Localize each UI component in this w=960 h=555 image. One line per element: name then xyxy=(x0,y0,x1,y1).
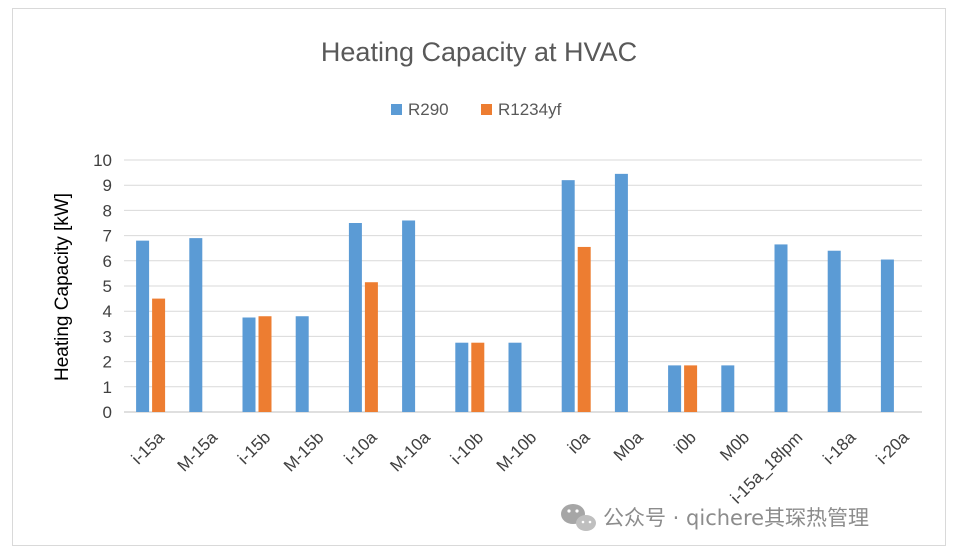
y-tick-label: 9 xyxy=(103,176,112,195)
y-tick-label: 10 xyxy=(93,151,112,170)
x-category-label: M-15a xyxy=(174,427,222,475)
bar-r290-m-10a xyxy=(402,220,416,412)
x-category-label: i0b xyxy=(670,428,699,457)
bar-r290-i-10a xyxy=(348,223,362,412)
wechat-icon xyxy=(561,504,596,531)
legend-label-r290: R290 xyxy=(408,100,449,119)
y-tick-label: 3 xyxy=(103,327,112,346)
x-category-label: i-20a xyxy=(873,428,914,469)
bar-r290-m-15b xyxy=(295,316,309,412)
y-axis-label: Heating Capacity [kW] xyxy=(52,193,73,381)
bar-r290-m0b xyxy=(721,365,735,412)
legend-swatch-r290 xyxy=(391,104,402,115)
x-category-label: M0a xyxy=(610,427,647,464)
x-category-label: M-10a xyxy=(386,427,434,475)
y-axis-ticks: 0 1 2 3 4 5 6 7 8 9 10 xyxy=(93,151,112,422)
bar-r290-i-15a_18lpm xyxy=(774,244,788,412)
y-tick-label: 1 xyxy=(103,378,112,397)
bar-r290-m-15a xyxy=(189,238,203,412)
legend-swatch-r1234yf xyxy=(481,104,492,115)
bar-r1234yf-i-15b xyxy=(258,316,272,412)
watermark: 公众号 · qichere其琛热管理 xyxy=(561,504,869,531)
bar-r1234yf-i-10a xyxy=(364,282,378,412)
bar-r1234yf-i-10b xyxy=(471,342,485,412)
bars xyxy=(136,173,894,412)
bar-r290-i0b xyxy=(668,365,682,412)
chart-frame xyxy=(12,8,946,546)
y-tick-label: 0 xyxy=(103,403,112,422)
bar-r290-m0a xyxy=(614,173,628,412)
y-tick-label: 4 xyxy=(103,302,112,321)
x-category-label: i-15b xyxy=(234,428,274,468)
bar-r290-m-10b xyxy=(508,342,522,412)
x-axis-categories: i-15a M-15a i-15b M-15b i-10a M-10a i-10b M-10b… xyxy=(128,427,913,507)
legend: R290 R1234yf xyxy=(391,100,562,119)
x-category-label: M-15b xyxy=(280,428,328,476)
legend-label-r1234yf: R1234yf xyxy=(498,100,562,119)
bar-r290-i-15a xyxy=(136,240,150,412)
x-category-label: i-15a xyxy=(128,428,169,469)
bar-r1234yf-i-15a xyxy=(152,298,166,412)
y-tick-label: 6 xyxy=(103,252,112,271)
bar-r290-i-15b xyxy=(242,317,256,412)
bar-r1234yf-i0a xyxy=(577,246,591,412)
chart-title: Heating Capacity at HVAC xyxy=(321,37,637,67)
bar-r290-i-10b xyxy=(455,342,469,412)
y-tick-label: 8 xyxy=(103,201,112,220)
y-tick-label: 7 xyxy=(103,227,112,246)
y-tick-label: 5 xyxy=(103,277,112,296)
x-category-label: i-10b xyxy=(447,428,487,468)
bar-r1234yf-i0b xyxy=(684,365,698,412)
bar-r290-i-20a xyxy=(880,259,894,412)
x-category-label: i-18a xyxy=(819,428,860,469)
x-category-label: i-10a xyxy=(341,428,382,469)
watermark-text: 公众号 · qichere其琛热管理 xyxy=(603,506,869,530)
y-tick-label: 2 xyxy=(103,353,112,372)
bar-r290-i0a xyxy=(561,180,575,412)
x-category-label: i0a xyxy=(564,427,594,457)
gridlines xyxy=(124,159,922,413)
x-category-label: M0b xyxy=(716,428,753,465)
x-category-label: M-10b xyxy=(493,428,541,476)
bar-r290-i-18a xyxy=(827,250,841,412)
